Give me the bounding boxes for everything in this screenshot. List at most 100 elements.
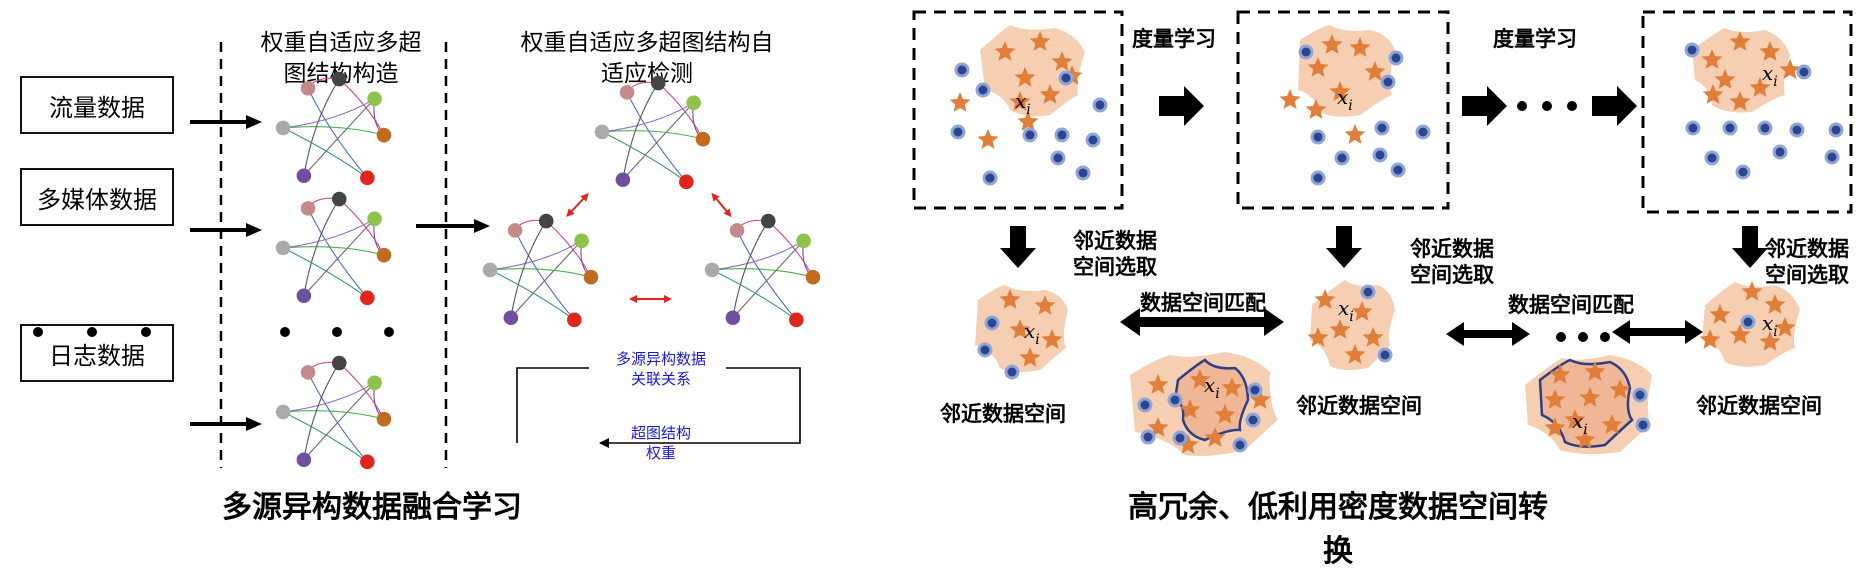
dot-point-core: [1743, 317, 1753, 327]
dot-point-core: [1143, 432, 1153, 442]
star-point: [1774, 317, 1796, 337]
hyperedge: [283, 382, 375, 413]
graph-node: [567, 312, 582, 328]
dot-point-core: [1095, 100, 1105, 110]
dot-point-core: [1393, 165, 1403, 175]
graph-node: [796, 233, 811, 249]
construct-header-line1: 权重自适应多超: [260, 30, 422, 56]
data-space-1: xi: [949, 25, 1108, 186]
neighbor-select-label-3: 邻近数据 空间选取: [1765, 236, 1849, 288]
hyperedge: [303, 218, 376, 297]
star-point: [1179, 399, 1201, 419]
star-point: [1307, 327, 1329, 347]
hyperedge: [303, 362, 340, 460]
star-point: [1584, 361, 1606, 381]
space-match-label-1: 数据空间匹配: [1140, 291, 1266, 315]
source-multimedia-data: 多媒体数据: [20, 168, 174, 226]
graph-node: [360, 454, 375, 470]
dot-point-core: [1025, 130, 1035, 140]
dot-point-core: [1418, 127, 1428, 137]
graph-node: [679, 174, 694, 190]
relation-label-line1: 多源异构数据: [615, 350, 706, 368]
dot-point-core: [1799, 67, 1809, 77]
neighbor-select-1-line1: 邻近数据: [1073, 229, 1157, 253]
graph-node: [376, 411, 392, 427]
hyperedge: [283, 246, 385, 256]
cluster-blob: [1310, 280, 1395, 371]
graph-node: [360, 170, 375, 186]
star-point: [1362, 327, 1384, 347]
construct-hypergraph-1: [275, 71, 392, 186]
graph-node: [729, 223, 745, 238]
detect-hypergraph-top: [594, 75, 711, 190]
dot-point-core: [987, 318, 997, 328]
graph-node: [331, 355, 347, 371]
graph-node: [538, 213, 554, 229]
neighbor-select-3-line1: 邻近数据: [1765, 237, 1849, 261]
hyperedge: [307, 88, 368, 179]
star-point: [1701, 49, 1723, 69]
hyperedge: [514, 230, 575, 321]
star-point: [1321, 34, 1343, 54]
graph-node: [376, 247, 392, 263]
hyperedge: [303, 382, 376, 461]
star-point: [1714, 69, 1736, 89]
neighbor-cluster-1: xi: [975, 285, 1068, 380]
feedback-loop: [516, 367, 801, 448]
source-multimedia-label: 多媒体数据: [37, 185, 157, 214]
neighbor-select-3-line2: 空间选取: [1765, 263, 1849, 287]
hyperedge: [736, 230, 797, 321]
star-point: [1051, 51, 1073, 71]
star-point: [1579, 387, 1601, 407]
dot-point-core: [1140, 400, 1150, 410]
hyperedge: [712, 268, 814, 278]
source-log-label: 日志数据: [49, 341, 145, 370]
graph-node: [360, 290, 375, 306]
graph-node: [805, 269, 821, 285]
hyperedge: [307, 208, 368, 299]
graph-node: [275, 404, 291, 420]
hyperedge: [303, 98, 376, 177]
ellipsis-metric: [1517, 101, 1577, 111]
graph-node: [367, 91, 382, 107]
dot-point-core: [1760, 123, 1770, 133]
dot-point-core: [1337, 153, 1347, 163]
dot-point-core: [1383, 77, 1393, 87]
star-point: [1034, 295, 1056, 315]
graph-node: [574, 233, 589, 249]
dot-point-core: [1831, 125, 1841, 135]
star-point: [1147, 374, 1169, 394]
relation-label: 多源异构数据 关联关系: [586, 349, 736, 389]
dot-point-core: [1688, 123, 1698, 133]
metric-learning-label-1: 度量学习: [1132, 27, 1216, 51]
hyperedge: [602, 130, 704, 140]
construct-hypergraph-2: [275, 191, 392, 306]
hyperedge: [490, 268, 592, 278]
dot-point-core: [1248, 415, 1258, 425]
metric-arrow-2: [1462, 86, 1507, 126]
graph-node: [275, 240, 291, 256]
dot-point-core: [1391, 53, 1401, 63]
hyperedge: [602, 102, 694, 133]
graph-node: [695, 131, 711, 147]
hyperedge: [622, 102, 695, 181]
star-point: [1214, 404, 1236, 424]
star-point: [1329, 81, 1351, 101]
hyperedge: [283, 218, 375, 249]
graph-node: [331, 191, 347, 207]
star-point: [1364, 61, 1386, 81]
hyperedge: [626, 92, 687, 183]
star-point: [1779, 59, 1801, 79]
source-log-data: 日志数据: [20, 324, 174, 382]
star-point: [1029, 31, 1051, 51]
dot-point-core: [1827, 152, 1837, 162]
hyperedge: [601, 131, 687, 183]
dot-point-core: [957, 65, 967, 75]
star-point: [1759, 41, 1781, 61]
graph-node: [296, 288, 312, 304]
star-point: [1017, 111, 1039, 131]
dot-point-core: [978, 85, 988, 95]
star-point: [1014, 67, 1036, 87]
hyperedge: [622, 82, 659, 180]
